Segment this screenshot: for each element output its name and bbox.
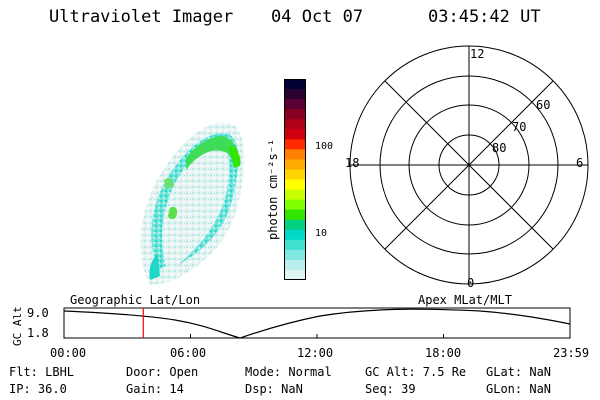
info-flt: Flt: LBHL (9, 365, 75, 379)
mlt-label-6: 6 (576, 156, 584, 170)
colorbar-stripe (284, 139, 306, 150)
colorbar-stripe (284, 209, 306, 221)
colorbar-stripe (284, 109, 306, 120)
info-dsp: Dsp: NaN (245, 382, 303, 396)
xtick-1200: 12:00 (297, 346, 334, 360)
colorbar-stripe (284, 149, 306, 160)
time-label: 03:45:42 UT (428, 7, 541, 27)
xtick-0000: 00:00 (50, 346, 87, 360)
colorbar-stripe (284, 129, 306, 140)
colorbar-stripe (284, 189, 306, 201)
mlat-label-80: 80 (492, 141, 507, 155)
info-gain: Gain: 14 (126, 382, 184, 396)
colorbar-stripe (284, 99, 306, 110)
colorbar-stripe (284, 269, 306, 280)
colorbar-stripe (284, 169, 306, 181)
mlt-label-0: 0 (467, 276, 475, 290)
colorbar-tick-10: 10 (315, 228, 328, 239)
timeline-right-title: Apex MLat/MLT (418, 293, 512, 307)
info-glon: GLon: NaN (486, 382, 552, 396)
timeline-left-title: Geographic Lat/Lon (70, 293, 201, 307)
colorbar-stripe (284, 239, 306, 251)
xtick-1800: 18:00 (425, 346, 462, 360)
colorbar-stripe (284, 179, 306, 191)
colorbar-stripe (284, 159, 306, 171)
info-mode: Mode: Normal (245, 365, 332, 379)
info-ip: IP: 36.0 (9, 382, 67, 396)
colorbar (284, 79, 306, 280)
info-glat: GLat: NaN (486, 365, 552, 379)
info-door: Door: Open (126, 365, 199, 379)
colorbar-tick-100: 100 (315, 141, 334, 152)
colorbar-stripe (284, 249, 306, 261)
colorbar-stripe (284, 79, 306, 90)
mlt-label-12: 12 (470, 47, 485, 61)
info-seq: Seq: 39 (365, 382, 416, 396)
info-gcalt: GC Alt: 7.5 Re (365, 365, 467, 379)
xtick-0600: 06:00 (170, 346, 207, 360)
colorbar-stripe (284, 199, 306, 211)
colorbar-stripe (284, 229, 306, 241)
instrument-title: Ultraviolet Imager (49, 7, 234, 27)
colorbar-stripe (284, 89, 306, 100)
colorbar-stripe (284, 259, 306, 271)
timeline-ytick-high: 9.0 (27, 306, 49, 320)
colorbar-border (284, 79, 306, 280)
mlat-label-60: 60 (536, 98, 551, 112)
xtick-2359: 23:59 (553, 346, 590, 360)
colorbar-stripe (284, 219, 306, 231)
date-label: 04 Oct 07 (271, 7, 364, 27)
colorbar-stripe (284, 119, 306, 130)
mlt-label-18: 18 (345, 156, 360, 170)
mlat-label-70: 70 (512, 120, 527, 134)
timeline-ytick-low: 1.8 (27, 326, 49, 340)
